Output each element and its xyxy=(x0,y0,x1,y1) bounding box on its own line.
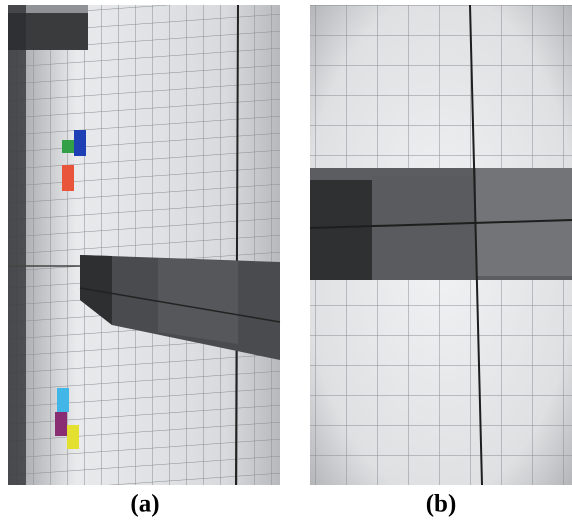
photo-b xyxy=(310,5,572,485)
caption: (a) xyxy=(130,491,159,518)
color-square xyxy=(62,165,74,191)
band-segment xyxy=(372,176,476,280)
color-square xyxy=(57,388,69,412)
color-square xyxy=(67,425,79,449)
color-square xyxy=(74,130,86,156)
color-square xyxy=(62,140,74,153)
photo-a xyxy=(8,5,280,485)
grid xyxy=(8,5,280,485)
page: (a) (b) (() => { const data = JSON.parse… xyxy=(0,0,572,523)
left-edge xyxy=(8,5,26,485)
band-segment xyxy=(158,258,238,344)
caption: (b) xyxy=(426,491,457,518)
band-segment xyxy=(310,180,372,280)
figure: (a) (b) xyxy=(0,0,572,523)
color-square xyxy=(55,412,67,436)
